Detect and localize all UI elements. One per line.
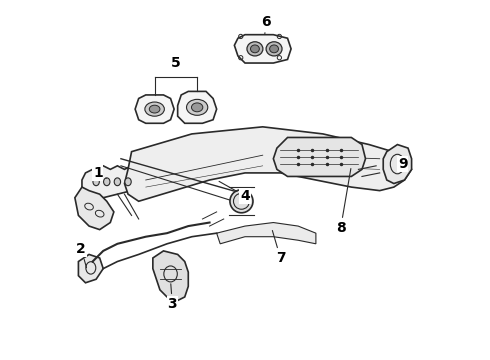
- Ellipse shape: [266, 42, 282, 56]
- Ellipse shape: [103, 178, 110, 186]
- Polygon shape: [234, 35, 291, 63]
- Text: 9: 9: [398, 157, 408, 171]
- Text: 4: 4: [219, 181, 250, 203]
- Polygon shape: [78, 255, 103, 283]
- Polygon shape: [82, 166, 139, 198]
- Ellipse shape: [145, 102, 164, 116]
- Ellipse shape: [247, 42, 263, 56]
- Text: 8: 8: [336, 168, 351, 235]
- Polygon shape: [178, 91, 217, 123]
- Ellipse shape: [230, 190, 253, 213]
- Text: 7: 7: [272, 230, 285, 265]
- Ellipse shape: [149, 105, 160, 113]
- Ellipse shape: [187, 99, 208, 115]
- Ellipse shape: [192, 103, 203, 112]
- Text: 2: 2: [76, 242, 87, 268]
- Polygon shape: [217, 222, 316, 244]
- Polygon shape: [135, 95, 174, 123]
- Polygon shape: [383, 145, 412, 184]
- Text: 3: 3: [168, 284, 177, 311]
- Ellipse shape: [125, 178, 131, 186]
- Ellipse shape: [93, 178, 99, 186]
- Ellipse shape: [270, 45, 278, 53]
- Polygon shape: [75, 187, 114, 230]
- Text: 6: 6: [262, 15, 271, 34]
- Text: 5: 5: [171, 56, 181, 70]
- Polygon shape: [153, 251, 188, 301]
- Ellipse shape: [114, 178, 121, 186]
- Ellipse shape: [250, 45, 259, 53]
- Text: 1: 1: [93, 166, 106, 180]
- Polygon shape: [273, 138, 366, 176]
- Polygon shape: [124, 127, 412, 201]
